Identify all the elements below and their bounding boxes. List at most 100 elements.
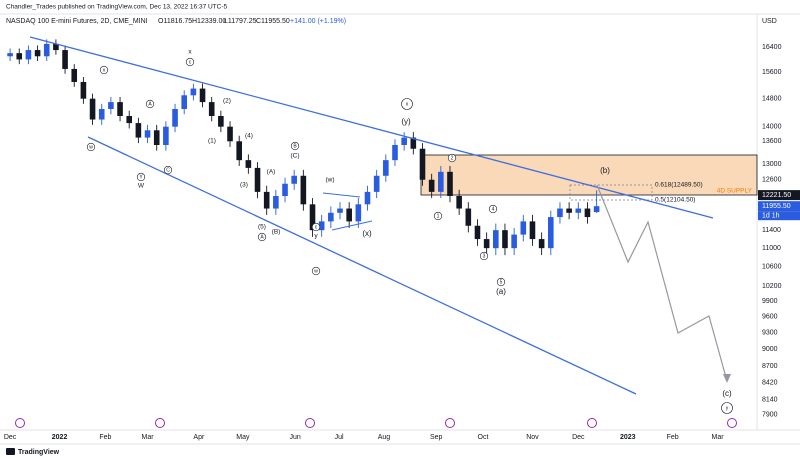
annotation: x [103,67,106,73]
fib-box [569,184,653,201]
annotation: (3) [240,182,248,189]
annotation-circle [290,141,300,151]
currency: USD [762,18,777,25]
candle-body [502,230,508,249]
candle-body [71,68,78,82]
candle-body [254,167,261,192]
y-tick-label: 10600 [762,264,782,271]
annotation: B [293,143,297,149]
annotation: Y [139,174,143,180]
publisher-line: Chandler_Trades published on TradingView… [6,4,228,11]
ohlc-high: H12339.00 [192,18,226,25]
x-tick-label: Feb [99,434,111,441]
candle-body [538,239,545,249]
candle-body [373,175,380,192]
event-icon[interactable] [305,418,315,428]
event-icon[interactable] [445,418,455,428]
brand: TradingView [18,449,60,456]
candle-body [593,206,600,213]
candle-body [199,88,206,103]
annotation: (a) [496,287,506,296]
candle-body [172,109,178,127]
candle-body [300,175,307,205]
y-tick-label: 8700 [762,363,778,370]
annotation: 4D SUPPLY [717,188,753,195]
annotation: 0.5(12104.50) [655,197,695,204]
annotation: W [138,183,145,190]
annotation-circle [257,232,267,242]
event-icon[interactable] [727,418,737,428]
event-icons [15,418,737,428]
candle-body [208,102,215,116]
annotation: x [188,49,192,56]
candle-body [511,234,517,249]
annotation: (A) [267,169,276,176]
y-tick-label: 11000 [762,245,781,252]
annotation-circle [145,99,155,109]
candle-body [318,221,325,231]
annotation: c [189,59,192,65]
x-tick-label: 2022 [52,434,68,441]
annotation: (w) [325,177,334,184]
y-tick-label: 13000 [762,161,782,168]
candle-body [80,81,87,99]
price-label-bg [758,201,800,212]
candle-body [190,88,197,96]
x-tick-label: Dec [572,434,585,441]
candle-body [98,109,105,120]
candle-body [62,50,68,69]
ohlc-low: L11797.25 [224,18,257,25]
candle-body [309,204,316,231]
ohlc-open: O11816.75 [158,18,192,25]
candle-body [364,191,371,205]
candle-body [108,102,114,110]
annotation: x [406,101,409,107]
event-icon[interactable] [155,418,165,428]
annotation-circle [136,172,146,182]
annotation-circle [447,153,457,163]
y-tick-label: 8420 [762,380,778,387]
candle-body [346,208,352,222]
candle-body [383,160,389,176]
supply-zone [420,154,758,196]
triangle-line [322,192,361,198]
x-tick-label: Jun [289,434,300,441]
projection-arrow [723,374,731,383]
candle-body [456,195,462,209]
candle-body [566,208,572,213]
candle-body [43,43,50,57]
candle-body [584,208,591,218]
candle-body [135,123,142,138]
annotation: A [148,101,152,107]
x-tick-label: May [236,434,250,441]
candle-body [273,195,279,209]
candle-body [16,53,23,60]
annotation: (4) [245,133,253,140]
y-tick-label: 9000 [762,346,778,353]
y-tick-label: 10200 [762,283,782,290]
candle-body [483,239,490,249]
candle-body [117,102,123,116]
annotation: (2) [223,98,231,105]
event-icon[interactable] [587,418,597,428]
candle-body [465,208,472,226]
annotation: 1 [437,213,440,219]
annotation-circle [311,222,321,232]
candle-body [419,148,426,180]
candle-body [392,144,398,161]
brand-logo [6,448,15,455]
y-tick-label: 9600 [762,314,778,321]
event-icon[interactable] [15,418,25,428]
y-tick-label: 12600 [762,177,782,184]
candle-body [163,126,169,145]
x-tick-label: Feb [667,434,679,441]
annotation: C [166,167,170,173]
annotation: 5 [500,279,503,285]
x-tick-label: Mar [712,434,725,441]
ohlc-close: C11955.50 [256,18,290,25]
annotation: 0.618(12489.50) [655,182,703,189]
annotation-circle [721,402,733,414]
annotation: w [314,268,318,274]
